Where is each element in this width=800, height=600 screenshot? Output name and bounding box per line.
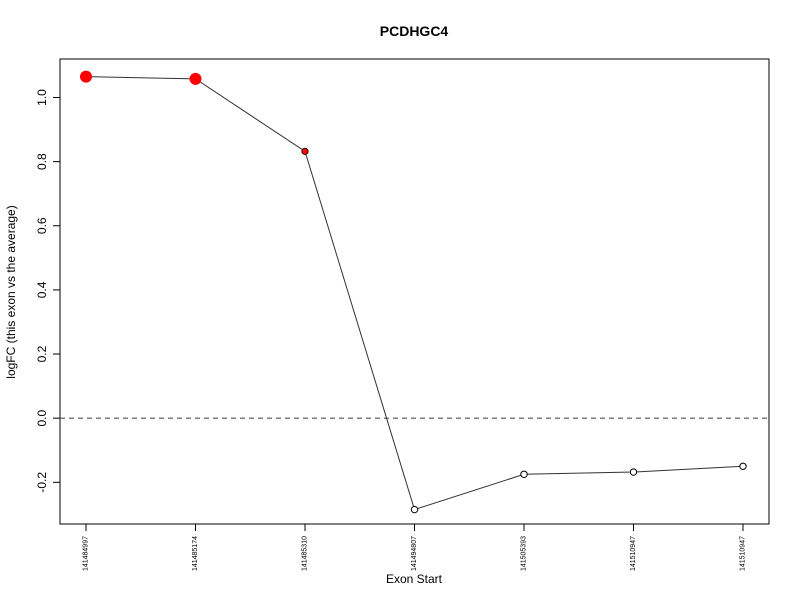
y-tick-label: 0.2 xyxy=(35,345,49,362)
data-point xyxy=(410,505,419,514)
y-tick-label: 1.0 xyxy=(35,89,49,106)
plot-frame xyxy=(59,58,770,525)
chart-title: PCDHGC4 xyxy=(380,23,449,39)
y-axis-label: logFC (this exon vs the average) xyxy=(4,205,18,378)
y-axis-ticks: -0.2 0.0 0.2 0.4 0.6 0.8 1.0 xyxy=(35,89,60,493)
x-axis-ticks: 141484997 141485174 141485310 141494807 1415… xyxy=(83,524,747,571)
logfc-series-line xyxy=(85,76,744,511)
x-tick-label: 141485310 xyxy=(302,536,309,571)
x-tick-label: 141494807 xyxy=(411,536,418,571)
data-point xyxy=(739,462,747,470)
x-axis-label: Exon Start xyxy=(386,572,443,586)
data-point xyxy=(629,468,638,476)
y-tick-label: -0.2 xyxy=(35,472,49,493)
data-point xyxy=(189,72,202,85)
y-tick-label: 0.6 xyxy=(35,217,49,234)
data-points xyxy=(80,70,747,514)
x-tick-label: 141505393 xyxy=(521,536,528,571)
data-point xyxy=(520,470,528,478)
x-tick-label: 141510947 xyxy=(630,536,637,571)
x-tick-label: 141510947 xyxy=(740,536,747,571)
x-tick-label: 141485174 xyxy=(192,536,199,571)
x-tick-label: 141484997 xyxy=(83,536,90,571)
y-tick-label: 0.4 xyxy=(35,281,49,298)
data-point xyxy=(301,147,309,155)
data-point xyxy=(80,70,92,83)
y-tick-label: 0.8 xyxy=(35,153,49,170)
y-tick-label: 0.0 xyxy=(35,410,49,427)
